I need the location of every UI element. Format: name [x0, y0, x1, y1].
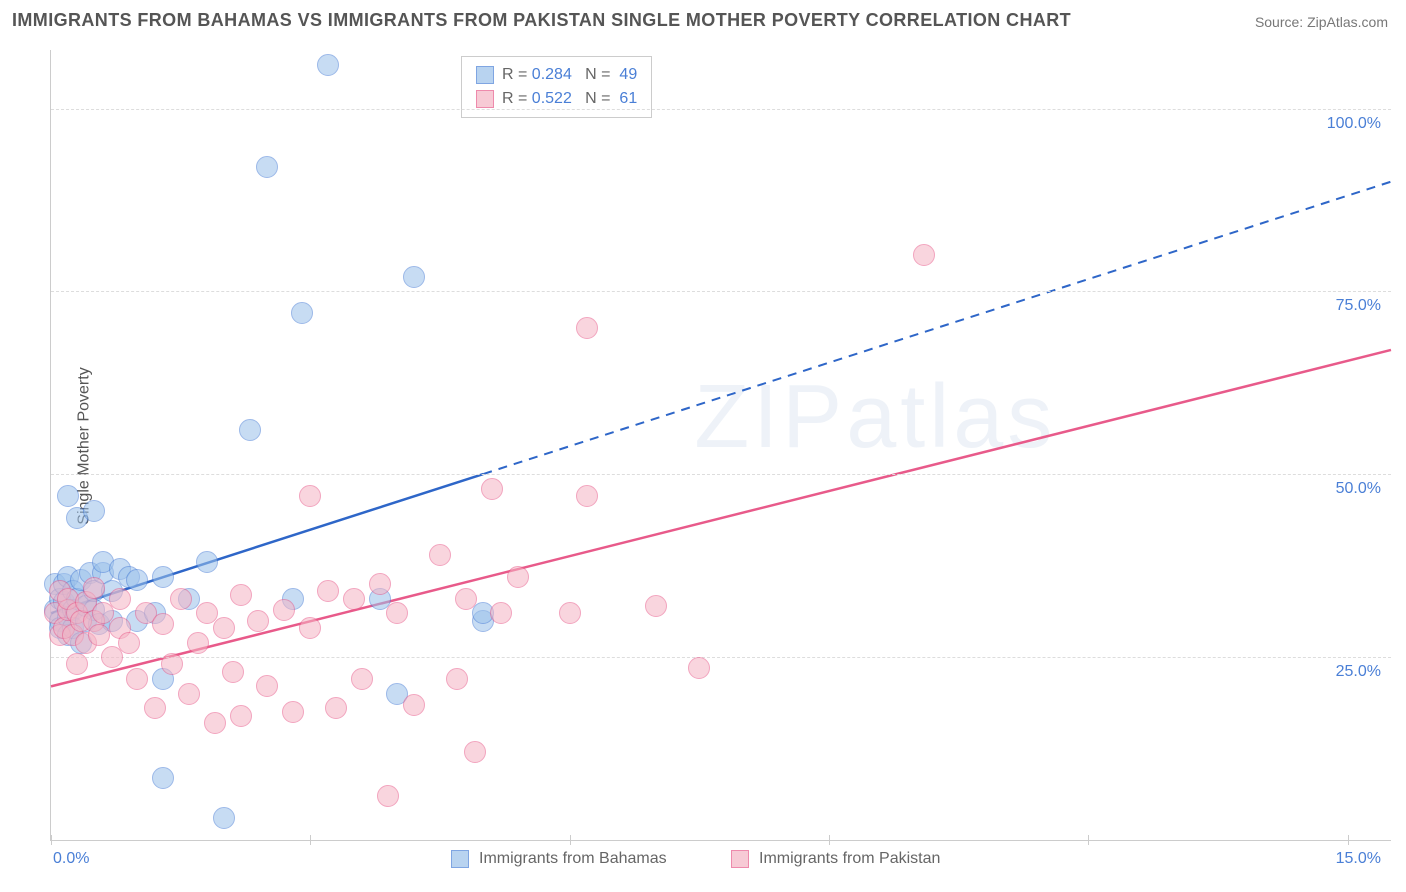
data-point: [282, 701, 304, 723]
legend-swatch: [731, 850, 749, 868]
x-tick-label: 15.0%: [1336, 850, 1381, 868]
data-point: [230, 584, 252, 606]
data-point: [369, 573, 391, 595]
data-point: [178, 683, 200, 705]
gridline: [51, 474, 1391, 475]
data-point: [576, 317, 598, 339]
data-point: [109, 588, 131, 610]
data-point: [144, 697, 166, 719]
data-point: [343, 588, 365, 610]
trend-line-dashed: [483, 182, 1391, 474]
legend-series-a: Immigrants from Bahamas: [451, 850, 667, 868]
y-tick-label: 25.0%: [1336, 663, 1381, 681]
data-point: [88, 624, 110, 646]
legend-series-label: Immigrants from Bahamas: [479, 850, 667, 868]
data-point: [429, 544, 451, 566]
data-point: [913, 244, 935, 266]
data-point: [507, 566, 529, 588]
legend-series-b: Immigrants from Pakistan: [731, 850, 940, 868]
data-point: [403, 266, 425, 288]
data-point: [170, 588, 192, 610]
data-point: [273, 599, 295, 621]
legend-stats-text: R = 0.284 N = 49: [502, 66, 637, 84]
data-point: [152, 566, 174, 588]
data-point: [464, 741, 486, 763]
data-point: [455, 588, 477, 610]
data-point: [196, 551, 218, 573]
data-point: [481, 478, 503, 500]
trend-line-solid: [51, 350, 1391, 686]
x-tick: [1088, 835, 1089, 845]
legend-stats-row: R = 0.284 N = 49: [476, 63, 637, 87]
source-attribution: Source: ZipAtlas.com: [1255, 14, 1388, 30]
data-point: [230, 705, 252, 727]
legend-stats-row: R = 0.522 N = 61: [476, 87, 637, 111]
legend-swatch: [476, 90, 494, 108]
gridline: [51, 657, 1391, 658]
x-tick: [51, 835, 52, 845]
chart-container: IMMIGRANTS FROM BAHAMAS VS IMMIGRANTS FR…: [0, 0, 1406, 892]
data-point: [559, 602, 581, 624]
trend-lines-layer: [51, 50, 1391, 840]
legend-stats-text: R = 0.522 N = 61: [502, 90, 637, 108]
data-point: [490, 602, 512, 624]
data-point: [645, 595, 667, 617]
x-tick: [829, 835, 830, 845]
data-point: [403, 694, 425, 716]
y-tick-label: 75.0%: [1336, 297, 1381, 315]
data-point: [317, 580, 339, 602]
x-tick: [570, 835, 571, 845]
data-point: [213, 617, 235, 639]
data-point: [83, 577, 105, 599]
x-tick: [310, 835, 311, 845]
legend-swatch: [451, 850, 469, 868]
data-point: [118, 632, 140, 654]
x-tick-label: 0.0%: [53, 850, 89, 868]
y-tick-label: 50.0%: [1336, 480, 1381, 498]
data-point: [291, 302, 313, 324]
x-tick: [1348, 835, 1349, 845]
legend-swatch: [476, 66, 494, 84]
plot-area: ZIPatlas R = 0.284 N = 49R = 0.522 N = 6…: [50, 50, 1391, 841]
data-point: [187, 632, 209, 654]
data-point: [247, 610, 269, 632]
data-point: [386, 602, 408, 624]
chart-title: IMMIGRANTS FROM BAHAMAS VS IMMIGRANTS FR…: [12, 10, 1071, 31]
data-point: [222, 661, 244, 683]
data-point: [317, 54, 339, 76]
gridline: [51, 109, 1391, 110]
data-point: [256, 156, 278, 178]
y-tick-label: 100.0%: [1327, 115, 1381, 133]
data-point: [213, 807, 235, 829]
gridline: [51, 291, 1391, 292]
legend-series-label: Immigrants from Pakistan: [759, 850, 940, 868]
data-point: [83, 500, 105, 522]
